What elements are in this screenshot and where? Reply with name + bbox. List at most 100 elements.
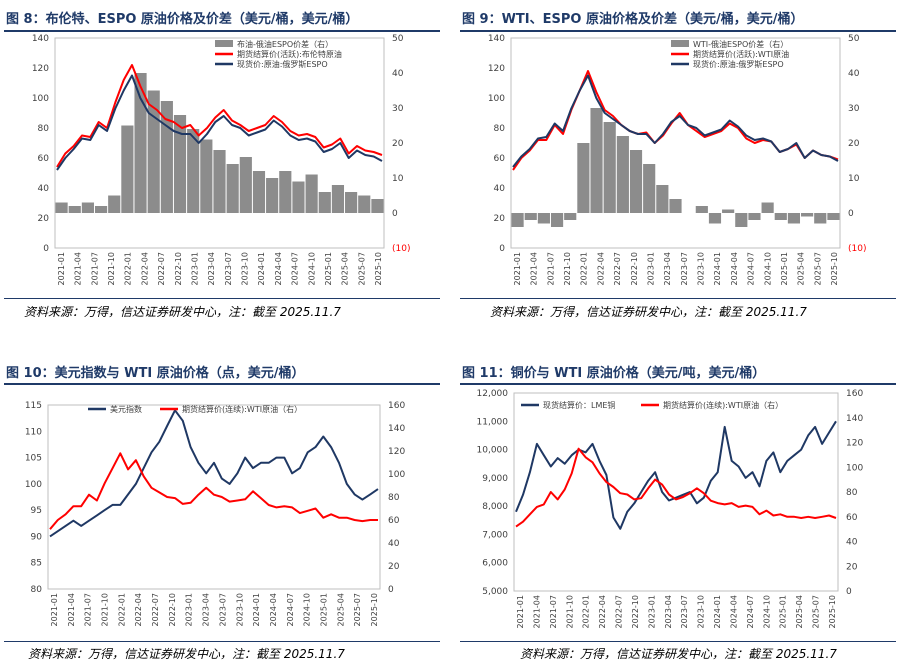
legend-label: 期货结算价(连续):WTI原油（右）	[182, 404, 302, 414]
x-tick-label: 2021-04	[67, 593, 76, 626]
spread-bar	[511, 213, 524, 227]
x-tick-label: 2025-10	[828, 595, 837, 628]
y-tick-label: 110	[25, 427, 42, 437]
spread-bar	[550, 213, 564, 227]
spread-bar	[318, 192, 331, 213]
y2-tick-label: 120	[846, 439, 863, 449]
x-tick-label: 2024-10	[307, 252, 316, 285]
x-tick-label: 2021-01	[50, 593, 59, 626]
y2-tick-label: 0	[388, 585, 394, 595]
spread-bar	[814, 213, 827, 224]
spread-bar	[331, 185, 345, 213]
y2-tick-label: 40	[848, 69, 860, 79]
x-tick-label: 2023-01	[190, 252, 199, 285]
panel-source-4: 资料来源：万得，信达证券研发中心，注：截至 2025.11.7	[520, 647, 837, 661]
x-tick-label: 2023-01	[646, 252, 655, 285]
x-tick-label: 2022-01	[582, 595, 591, 628]
y2-tick-label: 60	[846, 513, 858, 523]
series-line-0	[49, 409, 379, 538]
legend-label: 期货结算价(活跃):WTI原油	[693, 49, 789, 59]
x-tick-label: 2023-07	[218, 593, 227, 626]
y2-tick-label: 20	[388, 562, 400, 572]
y-tick-label: 10,000	[477, 446, 509, 456]
x-tick-label: 2022-07	[157, 252, 166, 285]
panel-title-1: 图 8：布伦特、ESPO 原油价格及价差（美元/桶，美元/桶）	[6, 12, 359, 27]
y2-tick-label: (10)	[392, 244, 410, 254]
chart-1: 0 20 40 60 80 100 120 140 (10) 0 10 20 30 40 50 2021-01…	[32, 34, 411, 285]
x-tick-label: 2024-04	[729, 595, 738, 628]
y-tick-label: 100	[25, 480, 42, 490]
y2-tick-label: 0	[392, 209, 398, 219]
x-tick-label: 2024-01	[713, 252, 722, 285]
y2-tick-label: 30	[848, 104, 860, 114]
x-tick-label: 2021-04	[532, 595, 541, 628]
y2-tick-label: 30	[392, 104, 404, 114]
y2-tick-label: 80	[388, 493, 400, 503]
y-tick-label: 120	[32, 64, 49, 74]
x-tick-label: 2022-10	[168, 593, 177, 626]
y-tick-label: 85	[31, 559, 42, 569]
spread-bar	[81, 202, 94, 213]
x-tick-label: 2024-10	[763, 252, 772, 285]
y2-tick-label: 0	[848, 209, 854, 219]
spread-bar	[616, 136, 629, 213]
x-tick-label: 2022-07	[615, 595, 624, 628]
spread-bar	[134, 73, 147, 213]
spread-bar	[252, 171, 266, 213]
legend-label: 布油-俄油ESPO价差（右）	[237, 39, 333, 49]
x-tick-label: 2022-07	[151, 593, 160, 626]
x-tick-label: 2025-01	[324, 252, 333, 285]
y-tick-label: 0	[43, 244, 49, 254]
y2-tick-label: 20	[846, 562, 858, 572]
chart-2: 0 20 40 60 80 100 120 140 (10) 0 10 20 30 40 50 2021-01…	[488, 34, 867, 285]
x-tick-label: 2025-01	[779, 595, 788, 628]
y-tick-label: 40	[494, 184, 506, 194]
legend-label: 现货价:原油:俄罗斯ESPO	[237, 59, 328, 69]
y-tick-label: 80	[494, 124, 506, 134]
spread-bar	[305, 174, 318, 213]
legend-swatch	[671, 40, 689, 47]
source-rule-4	[460, 641, 896, 642]
y2-tick-label: 0	[846, 587, 852, 597]
y2-tick-label: 40	[846, 538, 858, 548]
y2-tick-label: (10)	[848, 244, 866, 254]
y-tick-label: 20	[494, 214, 506, 224]
spread-bar	[147, 90, 160, 213]
x-tick-label: 2021-10	[101, 593, 110, 626]
y-tick-label: 60	[38, 154, 50, 164]
x-tick-label: 2022-01	[117, 593, 126, 626]
spread-bar	[524, 213, 537, 220]
x-tick-label: 2024-01	[257, 252, 266, 285]
y2-tick-label: 140	[846, 414, 863, 424]
x-tick-label: 2023-04	[663, 252, 672, 285]
x-tick-label: 2023-10	[697, 595, 706, 628]
y2-tick-label: 140	[388, 424, 405, 434]
x-tick-label: 2024-04	[269, 593, 278, 626]
spread-bar	[371, 199, 384, 213]
x-tick-label: 2024-07	[746, 595, 755, 628]
y2-tick-label: 50	[392, 34, 404, 44]
x-tick-label: 2025-01	[780, 252, 789, 285]
spread-bar	[292, 181, 305, 213]
spread-bar	[345, 192, 358, 213]
x-tick-label: 2024-04	[730, 252, 739, 285]
title-rule-4	[460, 383, 896, 385]
legend-label: WTI-俄油ESPO价差（右）	[693, 39, 788, 49]
x-tick-label: 2025-01	[319, 593, 328, 626]
series-line-2	[512, 74, 839, 168]
spread-bar	[279, 171, 292, 213]
x-tick-label: 2023-01	[185, 593, 194, 626]
x-tick-label: 2021-01	[513, 252, 522, 285]
x-tick-label: 2024-07	[291, 252, 300, 285]
chart-3: 80 85 90 95 100 105 110 115 0 20 40 60 80 100 120 140 16…	[25, 401, 406, 626]
x-tick-label: 2025-07	[812, 595, 821, 628]
x-tick-label: 2023-04	[664, 595, 673, 628]
x-tick-label: 2023-07	[224, 252, 233, 285]
y-tick-label: 120	[488, 64, 505, 74]
spread-bar	[187, 129, 200, 213]
legend-label: 现货价:原油:俄罗斯ESPO	[693, 59, 784, 69]
y-tick-label: 60	[494, 154, 506, 164]
series-line-2	[56, 74, 383, 171]
spread-bar	[577, 143, 590, 213]
x-tick-label: 2021-01	[516, 595, 525, 628]
